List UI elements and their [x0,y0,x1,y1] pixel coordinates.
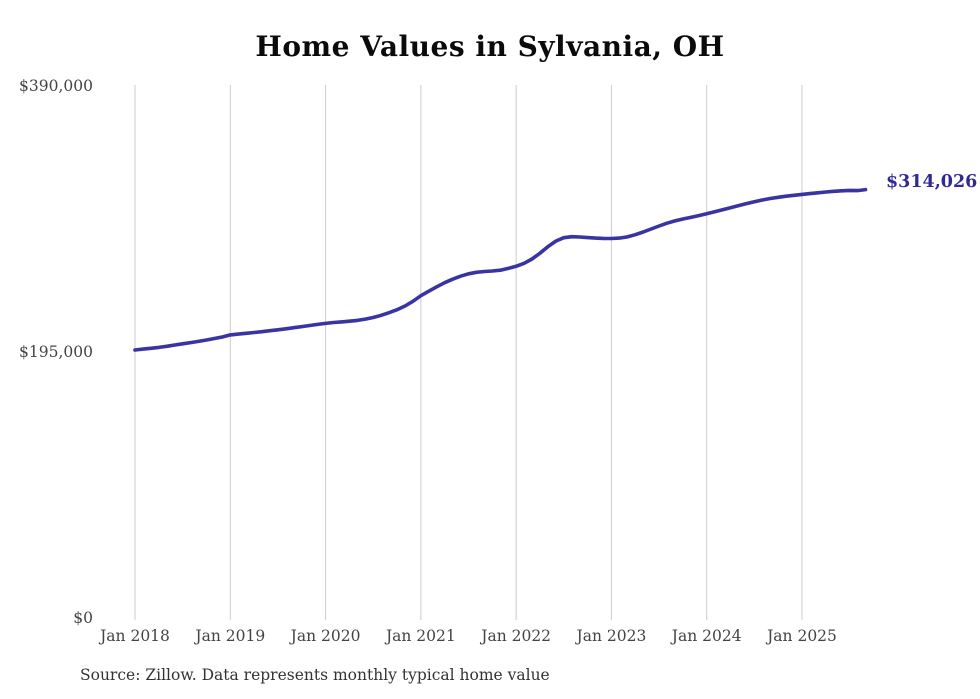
y-tick-label: $0 [73,609,93,627]
x-tick-label: Jan 2019 [193,627,265,645]
x-tick-label: Jan 2021 [384,627,456,645]
y-tick-label: $390,000 [19,77,93,95]
source-note: Source: Zillow. Data represents monthly … [80,666,550,684]
home-value-line [133,187,868,352]
x-tick-label: Jan 2022 [479,627,551,645]
y-tick-label: $195,000 [19,343,93,361]
chart-title: Home Values in Sylvania, OH [255,30,725,63]
x-tick-label: Jan 2024 [670,627,742,645]
x-tick-label: Jan 2025 [765,627,837,645]
x-tick-label: Jan 2023 [575,627,647,645]
x-tick-label: Jan 2018 [98,627,170,645]
x-tick-label: Jan 2020 [289,627,361,645]
latest-value-label: $314,026 [886,172,978,192]
